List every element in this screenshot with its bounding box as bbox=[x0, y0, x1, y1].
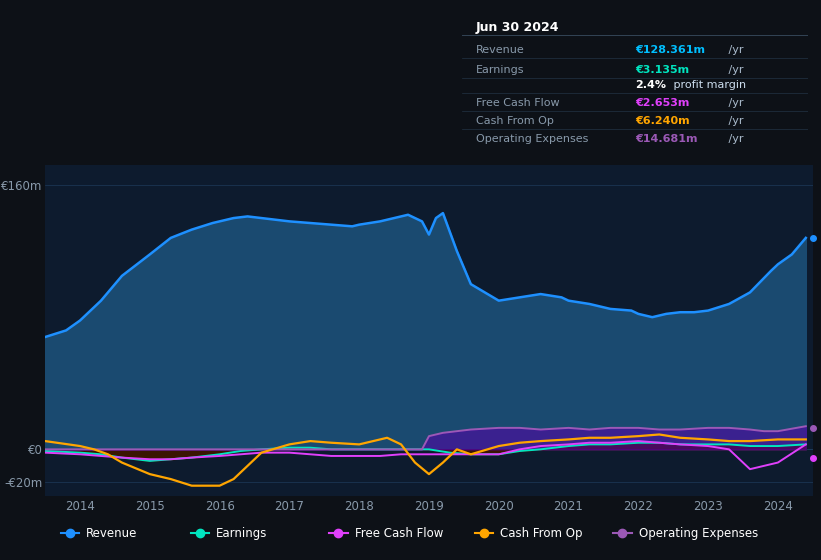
Text: /yr: /yr bbox=[725, 99, 743, 108]
Text: Cash From Op: Cash From Op bbox=[476, 116, 554, 126]
Text: €3.135m: €3.135m bbox=[635, 66, 689, 76]
Text: Free Cash Flow: Free Cash Flow bbox=[355, 527, 443, 540]
Text: profit margin: profit margin bbox=[670, 81, 745, 91]
Text: Operating Expenses: Operating Expenses bbox=[639, 527, 758, 540]
Text: €128.361m: €128.361m bbox=[635, 45, 705, 55]
Text: Revenue: Revenue bbox=[86, 527, 137, 540]
Text: €6.240m: €6.240m bbox=[635, 116, 690, 126]
Text: €14.681m: €14.681m bbox=[635, 134, 698, 144]
Text: Earnings: Earnings bbox=[476, 66, 525, 76]
Text: /yr: /yr bbox=[725, 45, 743, 55]
Text: Jun 30 2024: Jun 30 2024 bbox=[476, 21, 560, 34]
Text: /yr: /yr bbox=[725, 116, 743, 126]
Text: Earnings: Earnings bbox=[217, 527, 268, 540]
Text: 2.4%: 2.4% bbox=[635, 81, 666, 91]
Text: Operating Expenses: Operating Expenses bbox=[476, 134, 589, 144]
Text: Free Cash Flow: Free Cash Flow bbox=[476, 99, 560, 108]
Text: /yr: /yr bbox=[725, 134, 743, 144]
Text: /yr: /yr bbox=[725, 66, 743, 76]
Text: Cash From Op: Cash From Op bbox=[500, 527, 583, 540]
Text: Revenue: Revenue bbox=[476, 45, 525, 55]
Text: €2.653m: €2.653m bbox=[635, 99, 690, 108]
